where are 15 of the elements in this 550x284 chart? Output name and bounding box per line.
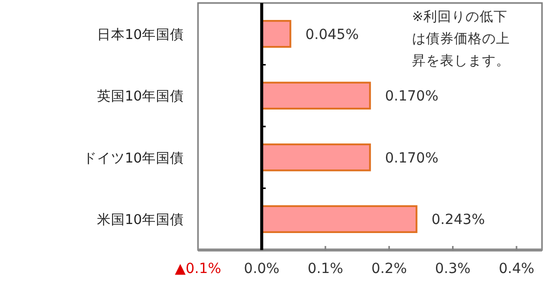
x-tick-label: ▲0.1% bbox=[174, 261, 222, 277]
data-label: 0.045% bbox=[305, 26, 359, 43]
data-label: 0.170% bbox=[385, 150, 438, 166]
x-tick-label: 0.0% bbox=[244, 261, 280, 277]
y-tick-label: 英国10年国債 bbox=[96, 88, 184, 105]
x-tick-label: 0.4% bbox=[498, 261, 534, 277]
x-tick-label: 0.1% bbox=[308, 261, 344, 277]
x-tick-label: 0.3% bbox=[435, 261, 471, 277]
y-tick-label: ドイツ10年国債 bbox=[82, 150, 184, 166]
data-label: 0.170% bbox=[385, 88, 438, 105]
y-tick-label: 日本10年国債 bbox=[96, 26, 184, 43]
data-label: 0.243% bbox=[432, 212, 485, 228]
x-tick-label: 0.2% bbox=[371, 261, 407, 277]
y-tick-label: 米国10年国債 bbox=[96, 212, 184, 228]
annotation: ※利回りの低下は債券価格の上昇を表します。 bbox=[412, 8, 511, 71]
